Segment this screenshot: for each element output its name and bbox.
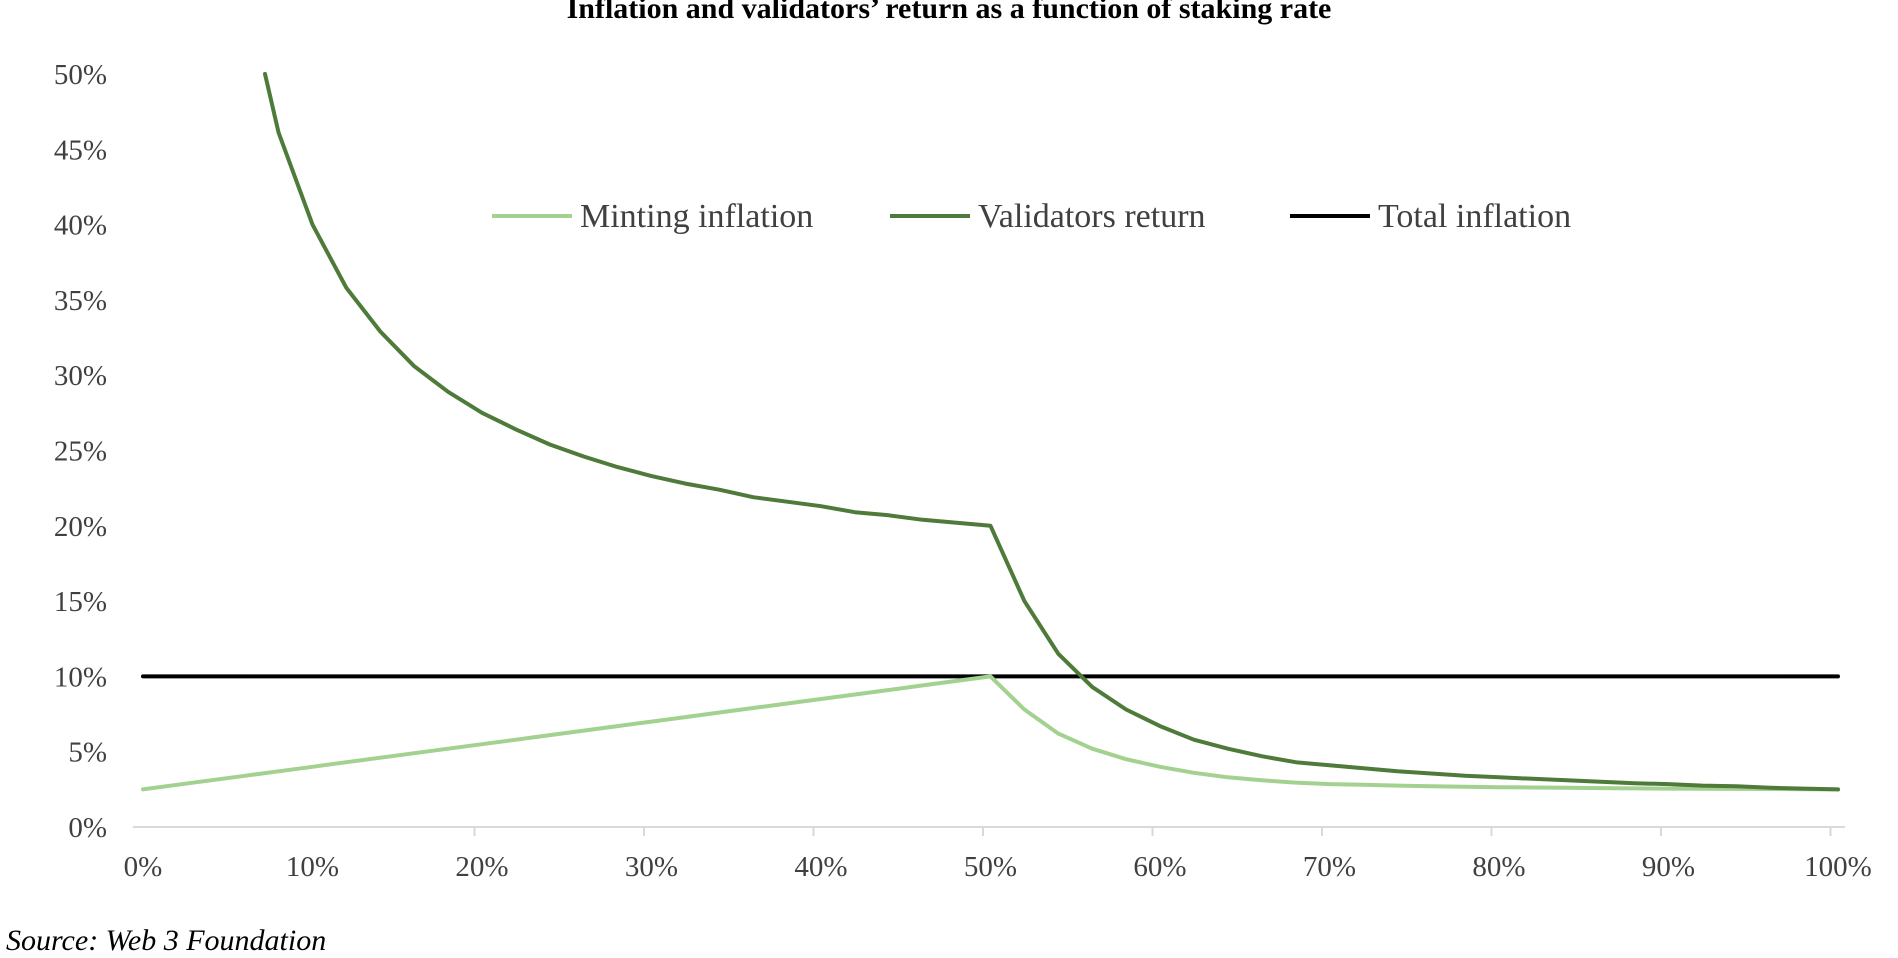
plot-area — [141, 72, 1840, 792]
x-tick-label: 80% — [1472, 851, 1525, 883]
legend: Minting inflation Validators return Total … — [492, 198, 1571, 235]
y-tick-label: 10% — [54, 661, 107, 693]
y-tick-label: 20% — [54, 511, 107, 543]
y-tick-label: 40% — [54, 210, 107, 242]
x-tick-label: 40% — [794, 851, 847, 883]
legend-item-minting-inflation: Minting inflation — [492, 198, 813, 235]
chart-title: Inflation and validators’ return as a fu… — [567, 0, 1332, 25]
x-tick-label: 10% — [286, 851, 339, 883]
series-line-minting-inflation — [141, 674, 1840, 792]
x-axis: 0% 10% 20% 30% 40% 50% 60% 70% 80% 90% 100% — [124, 826, 1872, 883]
source-note: Source: Web 3 Foundation — [6, 924, 326, 957]
legend-label: Validators return — [978, 198, 1206, 235]
x-tick-label: 70% — [1303, 851, 1356, 883]
x-tick-label: 90% — [1642, 851, 1695, 883]
x-tick-label: 0% — [124, 851, 163, 883]
legend-label: Total inflation — [1378, 198, 1571, 235]
x-tick-label: 50% — [964, 851, 1017, 883]
series-line-validators-return — [263, 72, 1840, 792]
y-tick-label: 30% — [54, 360, 107, 392]
legend-label: Minting inflation — [580, 198, 813, 235]
y-tick-label: 5% — [68, 737, 107, 769]
x-tick-label: 20% — [455, 851, 508, 883]
y-tick-label: 0% — [68, 812, 107, 844]
y-tick-label: 50% — [54, 59, 107, 91]
y-tick-label: 25% — [54, 436, 107, 468]
x-tick-label: 30% — [625, 851, 678, 883]
y-tick-label: 45% — [54, 134, 107, 166]
legend-item-validators-return: Validators return — [890, 198, 1206, 235]
y-axis: 0% 5% 10% 15% 20% 25% 30% 35% 40% 45% 50% — [54, 59, 107, 844]
y-tick-label: 35% — [54, 285, 107, 317]
y-tick-label: 15% — [54, 586, 107, 618]
x-tick-label: 60% — [1133, 851, 1186, 883]
legend-item-total-inflation: Total inflation — [1290, 198, 1571, 235]
x-tick-label: 100% — [1804, 851, 1872, 883]
